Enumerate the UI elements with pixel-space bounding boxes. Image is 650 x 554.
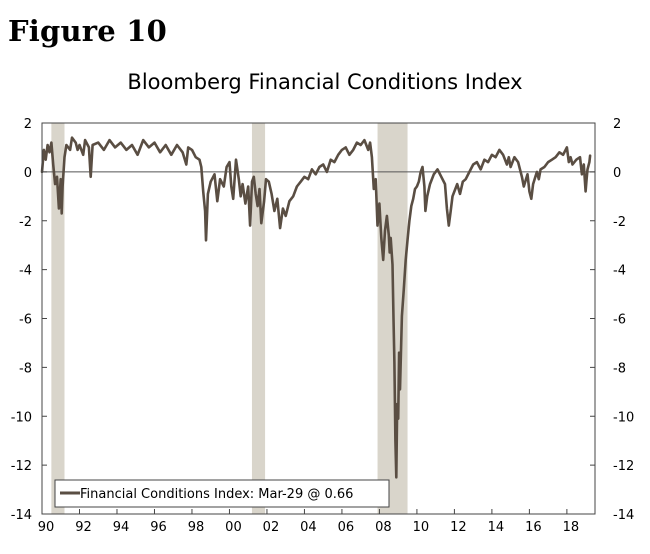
y-tick-label-right: -12 [613, 459, 634, 474]
y-tick-label-right: -14 [613, 508, 634, 523]
plot-frame [41, 122, 596, 515]
x-tick-label: 06 [338, 520, 355, 535]
series-line-0 [40, 136, 592, 479]
x-tick-label: 16 [525, 520, 542, 535]
y-tick-label-right: -2 [613, 215, 626, 230]
y-tick-label-left: -6 [19, 313, 32, 328]
y-axis-right: 2 0 -2 -4 -6 -8 -10 -12 -14 [590, 117, 634, 523]
x-tick-label: 08 [375, 520, 392, 535]
y-tick-label-left: -10 [11, 410, 32, 425]
y-tick-label-right: 2 [613, 117, 621, 132]
x-axis: 90 92 94 96 98 00 02 04 06 08 10 12 14 16 18 [38, 509, 579, 535]
y-tick-label-right: 0 [613, 166, 621, 181]
y-tick-label-left: 0 [24, 166, 32, 181]
x-tick-label: 92 [75, 520, 92, 535]
y-tick-label-left: 2 [24, 117, 32, 132]
x-tick-label: 02 [263, 520, 280, 535]
x-tick-label: 04 [300, 520, 317, 535]
x-tick-label: 98 [188, 520, 205, 535]
y-tick-label-left: -4 [19, 264, 32, 279]
y-tick-label-left: -8 [19, 361, 32, 376]
legend-entry: Financial Conditions Index: Mar-29 @ 0.6… [80, 487, 353, 502]
x-tick-label: 18 [563, 520, 580, 535]
figure-label: Figure 10 [8, 14, 167, 48]
y-tick-label-left: -14 [11, 508, 32, 523]
y-tick-label-left: -12 [11, 459, 32, 474]
legend: Financial Conditions Index: Mar-29 @ 0.6… [54, 479, 390, 508]
x-tick-label: 94 [113, 520, 130, 535]
chart-title: Bloomberg Financial Conditions Index [127, 70, 523, 94]
y-tick-label-right: -6 [613, 313, 626, 328]
recession-bands [51, 123, 408, 514]
series-layer [40, 136, 592, 479]
y-tick-label-right: -10 [613, 410, 634, 425]
x-tick-label: 90 [38, 520, 55, 535]
x-tick-label: 14 [488, 520, 505, 535]
x-tick-label: 96 [150, 520, 167, 535]
y-tick-label-left: -2 [19, 215, 32, 230]
legend-box [54, 479, 390, 508]
recession-band-0 [51, 123, 65, 514]
y-tick-label-right: -8 [613, 361, 626, 376]
x-tick-label: 12 [450, 520, 467, 535]
x-tick-label: 10 [413, 520, 430, 535]
y-axis-left: 2 0 -2 -4 -6 -8 -10 -12 -14 [11, 117, 47, 523]
y-tick-label-right: -4 [613, 264, 626, 279]
x-tick-label: 00 [225, 520, 242, 535]
